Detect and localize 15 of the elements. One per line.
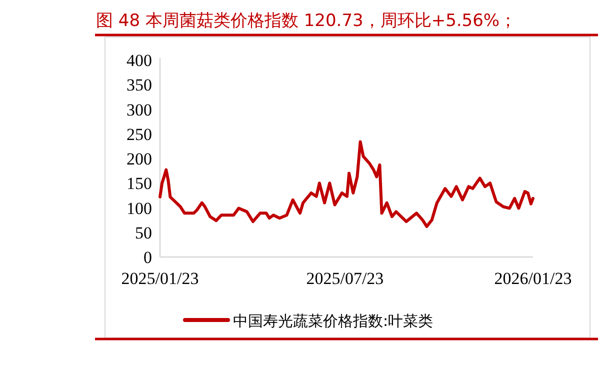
y-tick-label: 0 <box>144 248 152 267</box>
line-series <box>158 140 534 228</box>
legend-label: 中国寿光蔬菜价格指数:叶菜类 <box>233 312 434 330</box>
y-tick-label: 200 <box>126 150 152 168</box>
x-tick-label: 2025/01/23 <box>121 269 199 288</box>
x-tick-label: 2026/01/23 <box>494 269 572 288</box>
y-tick-label: 50 <box>135 223 152 242</box>
y-tick-label: 150 <box>126 174 152 194</box>
y-tick-label: 250 <box>126 124 152 144</box>
y-tick-label: 100 <box>126 198 152 218</box>
y-tick-label: 350 <box>126 76 152 95</box>
y-tick-label: 300 <box>126 100 152 120</box>
y-tick-label: 400 <box>126 51 152 70</box>
chart-title: 图 48 本周菌菇类价格指数 120.73，周环比+5.56%； <box>96 11 517 31</box>
x-tick-label: 2025/07/23 <box>306 269 384 288</box>
